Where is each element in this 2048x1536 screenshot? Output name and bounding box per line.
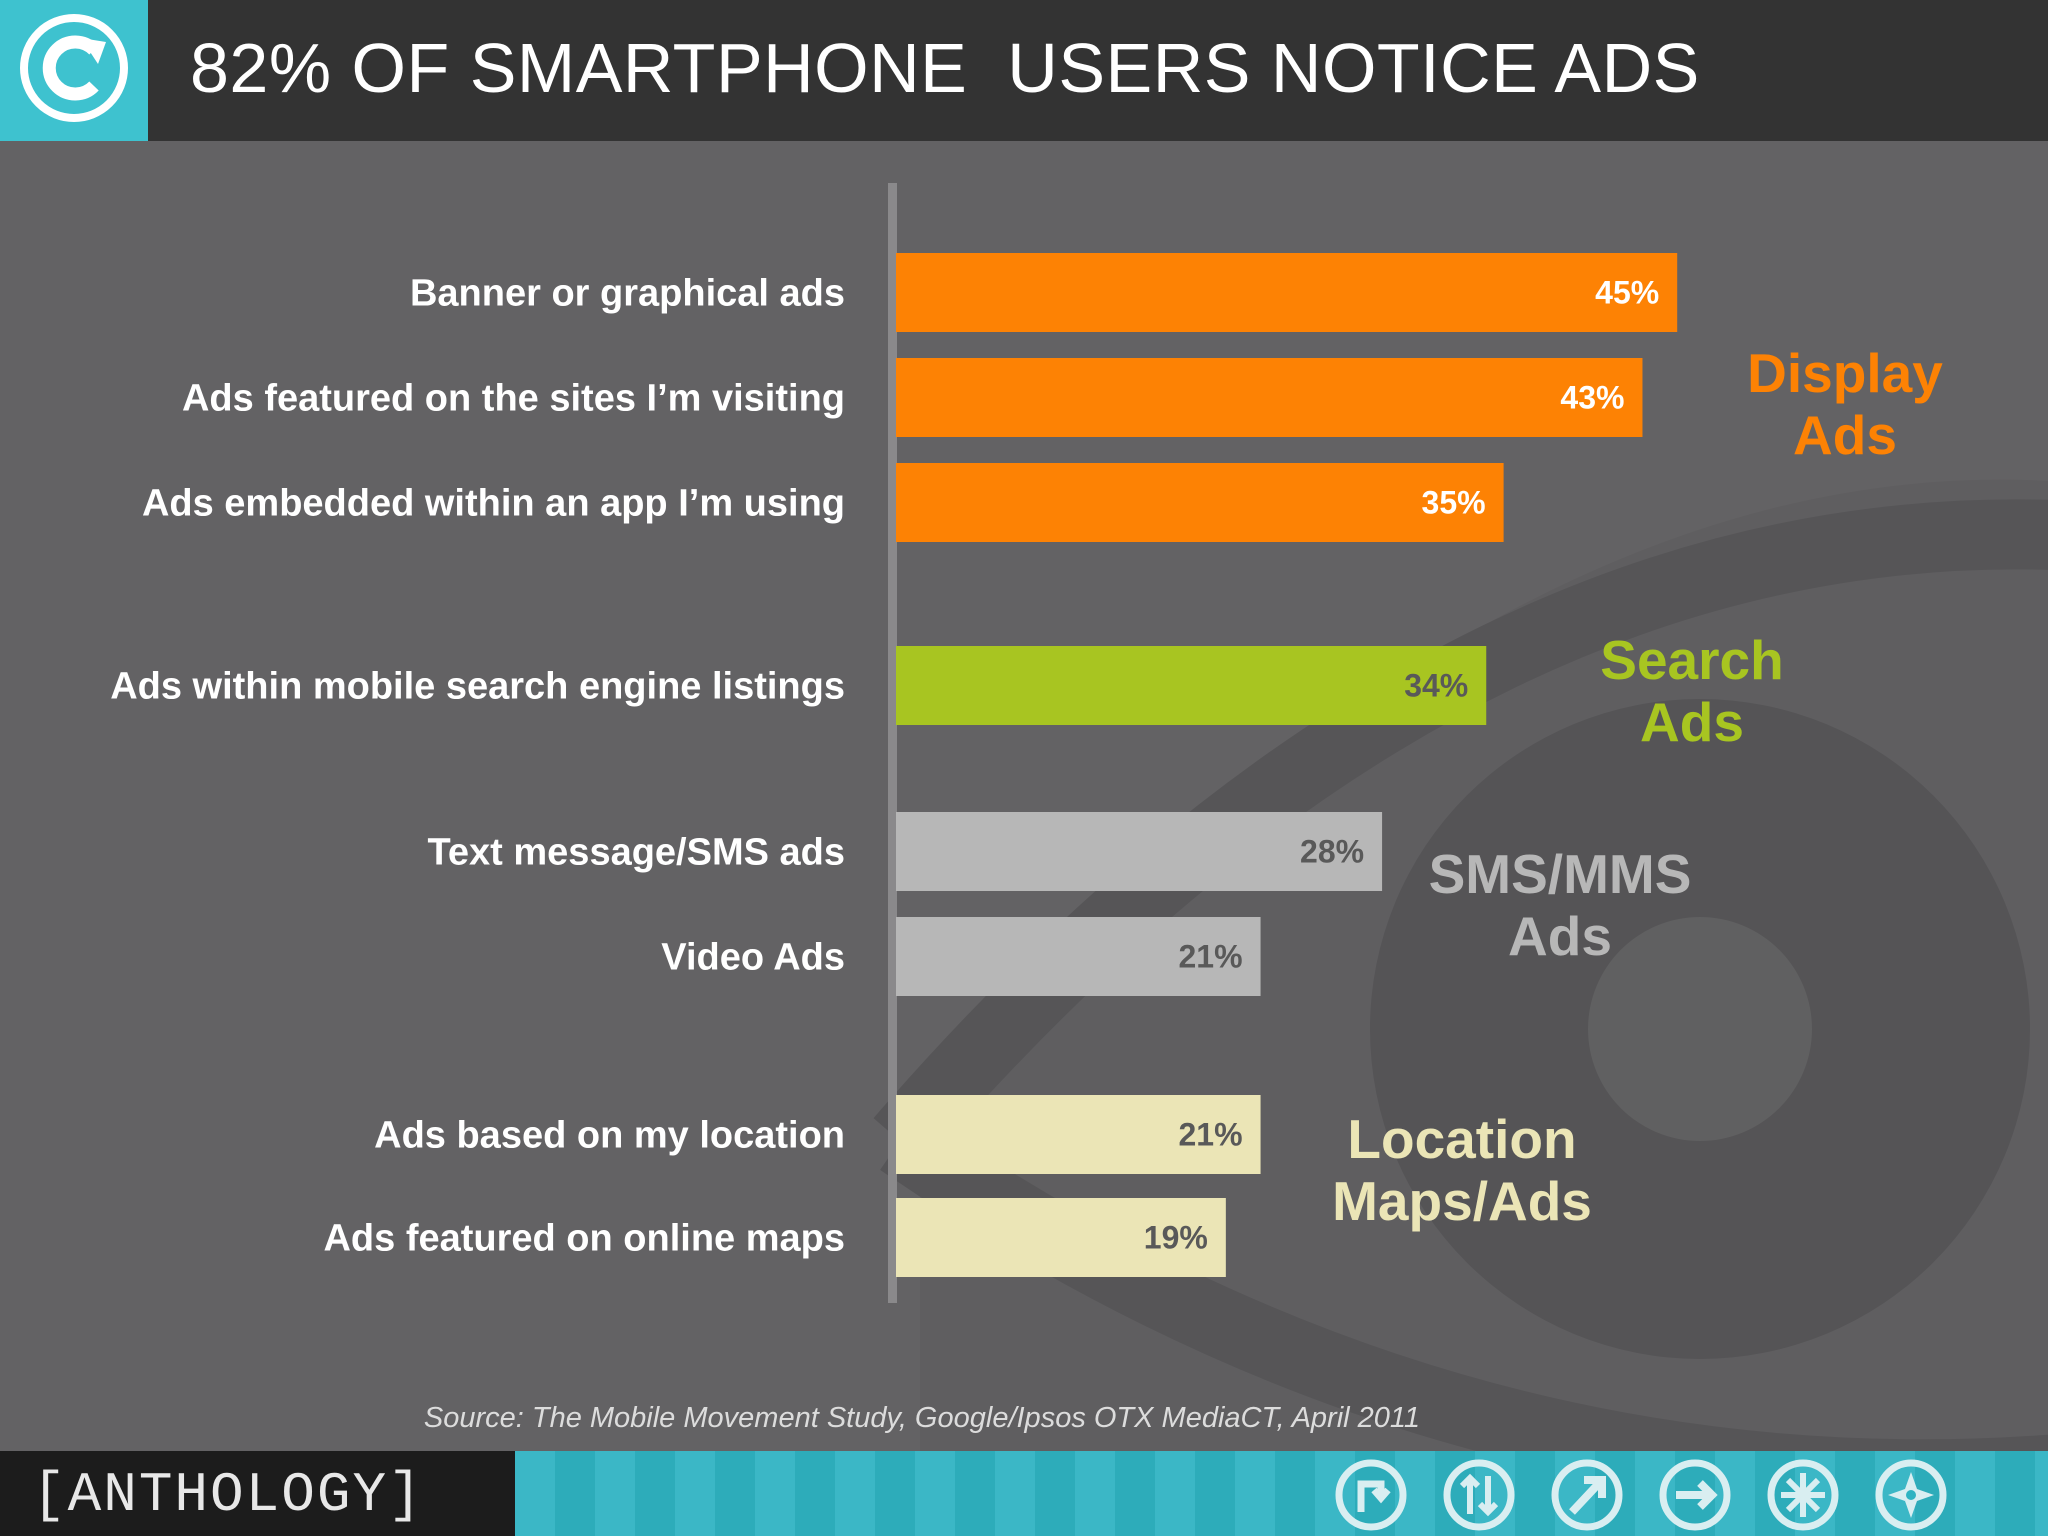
value-label: 21% [1179,1117,1243,1153]
bar-1 [896,253,1678,332]
compass-icon[interactable] [1868,1458,1954,1532]
value-label: 19% [1144,1220,1208,1256]
source-note: Source: The Mobile Movement Study, Googl… [423,1402,1420,1434]
value-label: 35% [1422,485,1486,521]
footer-brand-area [0,1451,515,1536]
category-label: Text message/SMS ads [428,832,845,874]
diagonal-arrow-icon[interactable] [1544,1458,1630,1532]
group-label: Location [1347,1108,1576,1170]
bar-7 [896,1095,1261,1174]
bar-6 [896,917,1261,996]
logo[interactable] [0,0,148,141]
group-label: Ads [1508,905,1612,967]
header-bar: 82% OF SMARTPHONE USERS NOTICE ADS [0,0,2048,141]
category-label: Banner or graphical ads [410,273,845,315]
brand-logo: [ANTHOLOGY] [32,1463,424,1527]
y-axis-line [888,183,897,1303]
category-label: Ads featured on the sites I’m visiting [182,378,845,420]
group-label: Ads [1793,404,1897,466]
bar-4 [896,646,1487,725]
turn-arrow-icon[interactable] [1328,1458,1414,1532]
category-label: Ads within mobile search engine listings [110,666,845,708]
category-label: Ads featured on online maps [323,1218,845,1260]
bar-2 [896,358,1643,437]
value-label: 43% [1560,380,1624,416]
bar-8 [896,1198,1226,1277]
group-label: Maps/Ads [1332,1170,1592,1232]
value-label: 21% [1179,939,1243,975]
value-label: 45% [1595,275,1659,311]
group-label: Search [1600,629,1783,691]
copyright-arrow-icon [20,14,128,122]
group-label: SMS/MMS [1429,843,1692,905]
bar-chart: Banner or graphical ads 45% Ads featured o… [110,183,1943,1303]
category-label: Ads embedded within an app I’m using [142,483,845,525]
up-down-arrows-icon[interactable] [1436,1458,1522,1532]
bar-3 [896,463,1504,542]
category-label: Ads based on my location [374,1115,845,1157]
page-title: 82% OF SMARTPHONE USERS NOTICE ADS [190,29,1700,107]
bar-5 [896,812,1383,891]
category-label: Video Ads [661,937,845,979]
group-label: Ads [1640,691,1744,753]
asterisk-burst-icon[interactable] [1760,1458,1846,1532]
value-label: 28% [1300,834,1364,870]
value-label: 34% [1404,668,1468,704]
right-arrow-icon[interactable] [1652,1458,1738,1532]
group-label: Display [1747,342,1943,404]
